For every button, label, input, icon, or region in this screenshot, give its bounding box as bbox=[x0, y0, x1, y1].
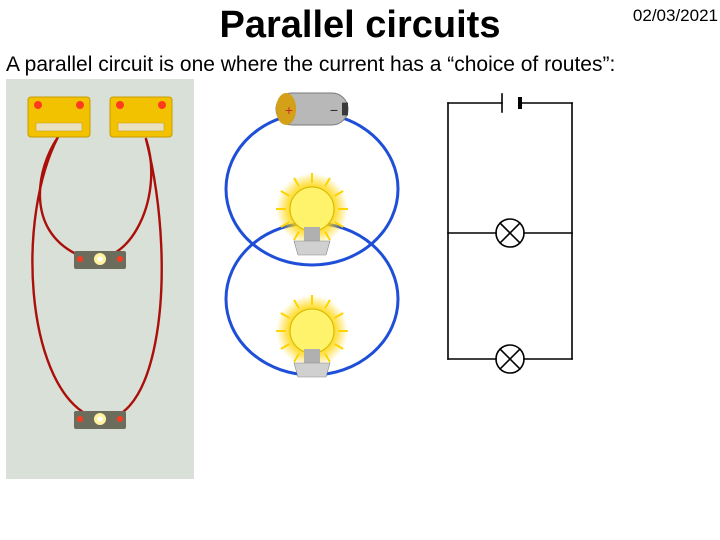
figures-row: +− bbox=[0, 79, 720, 479]
svg-text:+: + bbox=[285, 102, 293, 118]
svg-text:−: − bbox=[330, 102, 338, 118]
page-title: Parallel circuits bbox=[0, 4, 720, 47]
page-date: 02/03/2021 bbox=[633, 6, 718, 26]
description-text: A parallel circuit is one where the curr… bbox=[0, 47, 720, 79]
photo-circuit-figure bbox=[6, 79, 194, 479]
schematic-circuit-figure bbox=[430, 79, 590, 379]
pictorial-circuit-figure: +− bbox=[212, 79, 412, 379]
